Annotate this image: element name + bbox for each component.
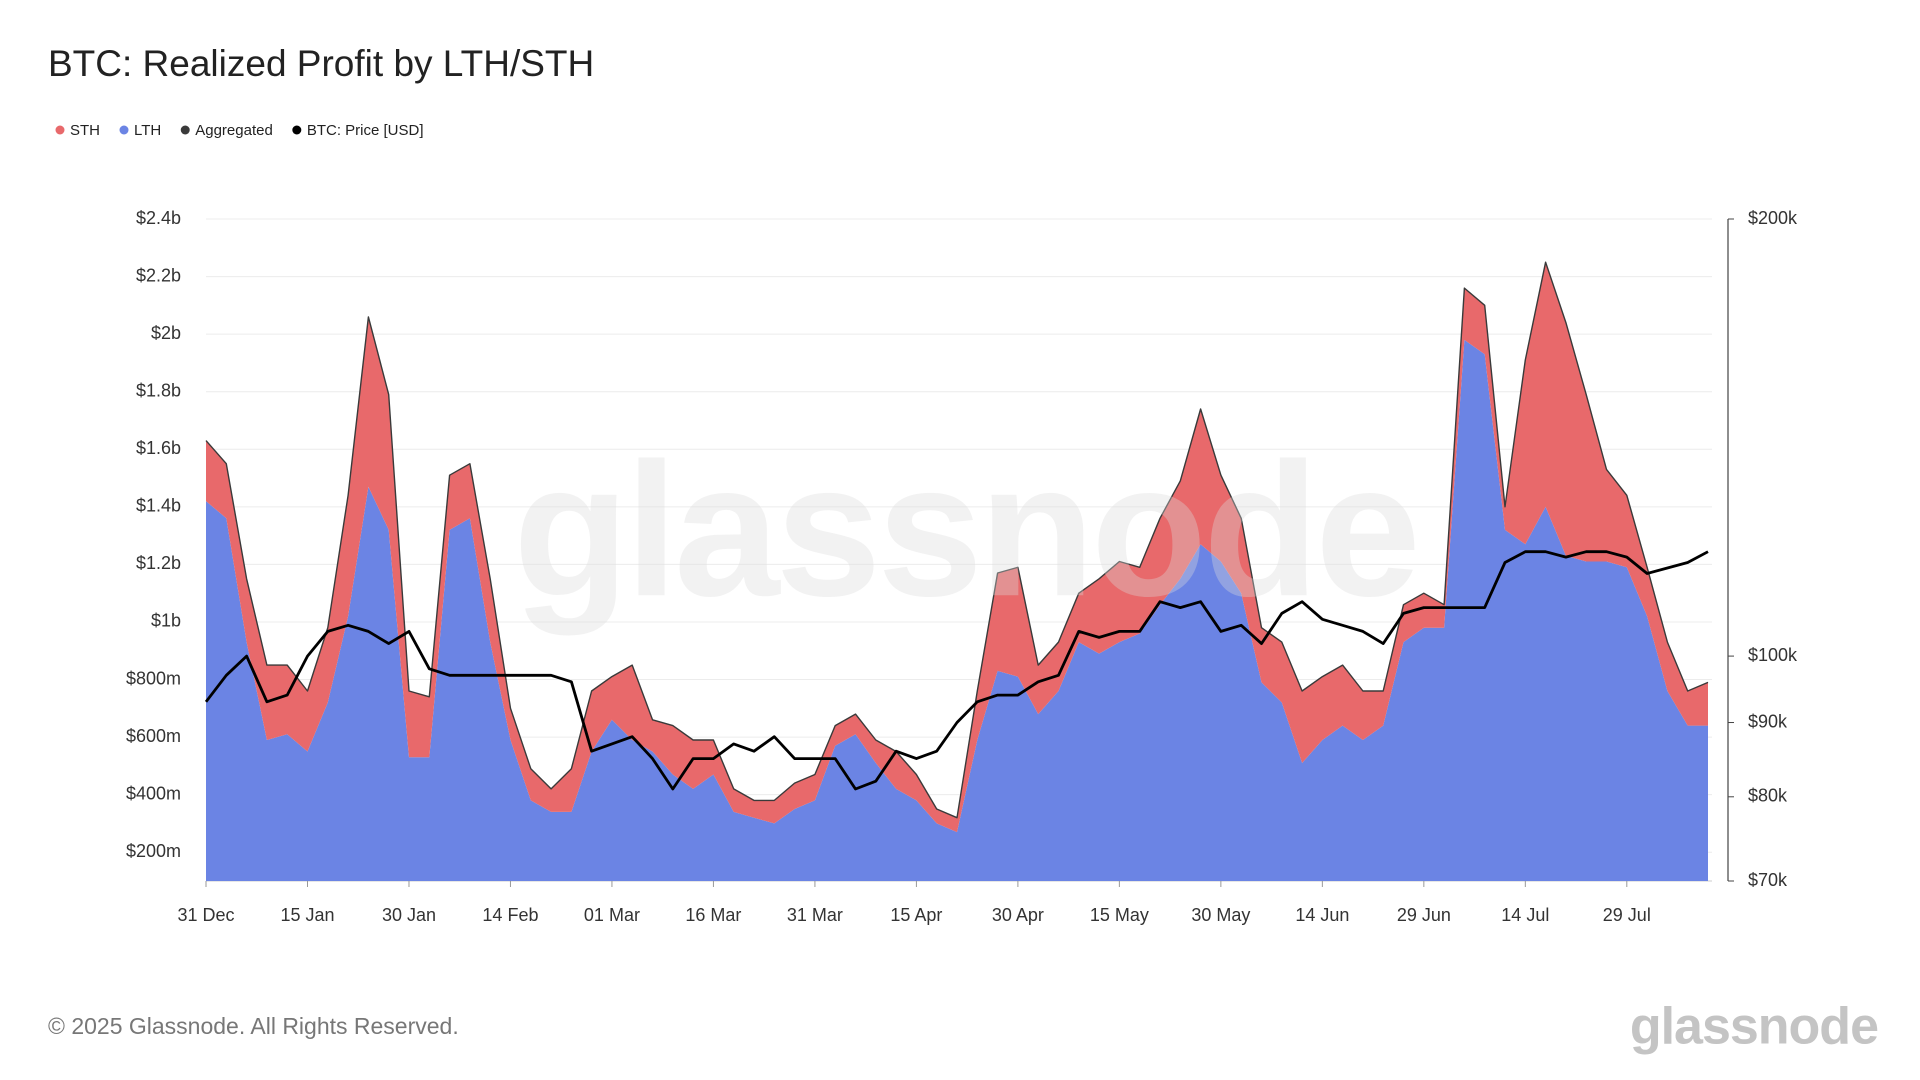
x-tick-label: 31 Dec — [177, 905, 234, 925]
y2-tick-label: $80k — [1748, 786, 1788, 806]
y-tick-label: $1.6b — [136, 438, 181, 458]
x-tick-label: 29 Jul — [1603, 905, 1651, 925]
watermark: glassnode — [513, 424, 1417, 636]
y-tick-label: $2.4b — [136, 208, 181, 228]
legend-label: STH — [70, 122, 100, 139]
y-tick-label: $1b — [151, 611, 181, 631]
y-tick-label: $2b — [151, 323, 181, 343]
legend: STH LTH Aggregated BTC: Price [USD] — [55, 122, 424, 139]
copyright: © 2025 Glassnode. All Rights Reserved. — [48, 1013, 459, 1039]
legend-label: LTH — [134, 122, 161, 139]
y-tick-label: $1.8b — [136, 380, 181, 400]
legend-swatch — [55, 125, 65, 135]
x-tick-label: 16 Mar — [685, 905, 741, 925]
y-tick-label: $600m — [126, 726, 181, 746]
y-tick-label: $400m — [126, 783, 181, 803]
x-tick-label: 29 Jun — [1397, 905, 1451, 925]
x-tick-label: 15 May — [1090, 905, 1149, 925]
y2-tick-label: $200k — [1748, 208, 1798, 228]
x-tick-label: 14 Jun — [1295, 905, 1349, 925]
footer-logo: glassnode — [1630, 998, 1878, 1056]
legend-swatch — [292, 125, 302, 135]
legend-swatch — [180, 125, 190, 135]
x-tick-label: 15 Apr — [890, 905, 942, 925]
x-tick-label: 14 Jul — [1501, 905, 1549, 925]
y-tick-label: $2.2b — [136, 265, 181, 285]
x-tick-label: 30 Apr — [992, 905, 1044, 925]
y2-tick-label: $90k — [1748, 711, 1788, 731]
y2-tick-label: $100k — [1748, 645, 1798, 665]
price-line — [204, 550, 1709, 791]
x-tick-label: 01 Mar — [584, 905, 640, 925]
y-tick-label: $1.4b — [136, 496, 181, 516]
aggregated-line — [205, 261, 1709, 819]
legend-swatch — [119, 125, 129, 135]
x-tick-label: 14 Feb — [482, 905, 538, 925]
y2-tick-label: $70k — [1748, 870, 1788, 890]
area-lth — [206, 339, 1708, 881]
x-tick-label: 30 May — [1191, 905, 1250, 925]
legend-label: Aggregated — [195, 122, 273, 139]
legend-label: BTC: Price [USD] — [307, 122, 424, 139]
x-tick-label: 31 Mar — [787, 905, 843, 925]
plot-area: $200m $400m $600m $800m $1b $1.2b $1.4b $1.6b $1… — [126, 208, 1798, 925]
y-tick-label: $1.2b — [136, 553, 181, 573]
y-tick-label: $200m — [126, 841, 181, 861]
x-tick-label: 30 Jan — [382, 905, 436, 925]
y-tick-label: $800m — [126, 668, 181, 688]
x-tick-label: 15 Jan — [280, 905, 334, 925]
area-sth — [206, 262, 1708, 833]
chart-title: BTC: Realized Profit by LTH/STH — [48, 43, 594, 84]
